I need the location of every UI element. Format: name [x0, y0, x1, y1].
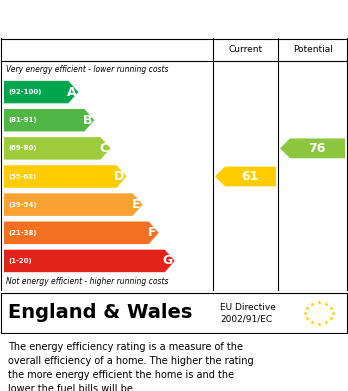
Text: D: D	[114, 170, 125, 183]
Text: (39-54): (39-54)	[8, 202, 37, 208]
Polygon shape	[4, 194, 143, 216]
Polygon shape	[215, 167, 276, 187]
Text: Not energy efficient - higher running costs: Not energy efficient - higher running co…	[6, 277, 168, 286]
Text: F: F	[148, 226, 157, 239]
Polygon shape	[4, 222, 159, 244]
Text: A: A	[67, 86, 76, 99]
Text: E: E	[132, 198, 141, 211]
Text: Very energy efficient - lower running costs: Very energy efficient - lower running co…	[6, 65, 168, 74]
Text: 76: 76	[308, 142, 325, 155]
Text: The energy efficiency rating is a measure of the
overall efficiency of a home. T: The energy efficiency rating is a measur…	[8, 342, 254, 391]
Text: B: B	[83, 114, 92, 127]
Polygon shape	[4, 165, 127, 188]
Text: (69-80): (69-80)	[8, 145, 37, 151]
Polygon shape	[4, 81, 78, 103]
Text: (21-38): (21-38)	[8, 230, 37, 236]
Polygon shape	[4, 109, 94, 131]
Text: EU Directive
2002/91/EC: EU Directive 2002/91/EC	[220, 303, 276, 323]
Text: (81-91): (81-91)	[8, 117, 37, 123]
Text: G: G	[163, 255, 173, 267]
Polygon shape	[4, 250, 175, 272]
Text: Energy Efficiency Rating: Energy Efficiency Rating	[9, 10, 238, 28]
Text: (55-68): (55-68)	[8, 174, 36, 179]
Text: England & Wales: England & Wales	[8, 303, 192, 323]
Text: Current: Current	[228, 45, 262, 54]
Polygon shape	[4, 137, 110, 160]
Text: (92-100): (92-100)	[8, 89, 41, 95]
Text: Potential: Potential	[293, 45, 333, 54]
Polygon shape	[280, 138, 345, 158]
Text: (1-20): (1-20)	[8, 258, 32, 264]
Text: 61: 61	[241, 170, 258, 183]
Text: C: C	[99, 142, 109, 155]
